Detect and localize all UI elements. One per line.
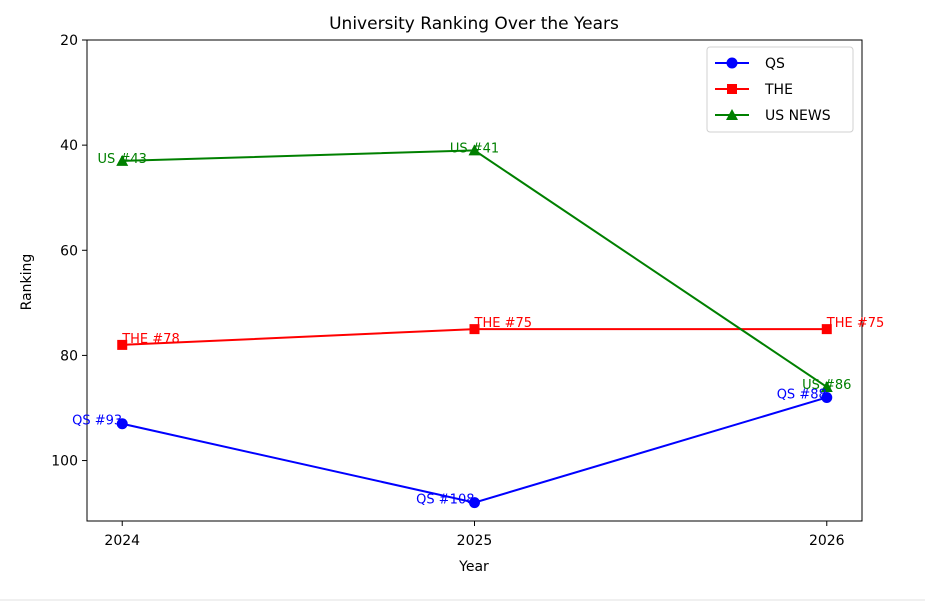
data-point-us-news xyxy=(468,144,481,156)
data-point-qs xyxy=(821,391,833,403)
y-tick-label: 20 xyxy=(60,33,78,49)
data-point-qs xyxy=(469,497,480,509)
chart-title: University Ranking Over the Years xyxy=(329,14,619,34)
data-label-qs: QS #108 xyxy=(416,493,474,508)
data-point-the xyxy=(469,324,480,335)
data-label-the: THE #75 xyxy=(826,316,885,331)
plot-area: 20 40 60 80 100 2024 2025 2026 QS #93 QS #108 QS #… xyxy=(51,33,884,549)
y-tick-label: 100 xyxy=(51,454,78,470)
legend: QS THE US NEWS xyxy=(706,46,854,133)
x-tick-label: 2024 xyxy=(104,533,140,549)
data-label-us-news: US #43 xyxy=(98,152,147,167)
legend-marker-us-news xyxy=(726,109,738,120)
data-point-qs xyxy=(116,418,128,430)
data-point-the xyxy=(117,339,128,350)
data-point-the xyxy=(821,324,832,335)
legend-label-the: THE xyxy=(764,82,793,98)
y-tick-label: 40 xyxy=(60,138,78,154)
data-label-the: THE #75 xyxy=(474,316,533,331)
legend-marker-qs xyxy=(726,57,738,69)
y-tick-label: 60 xyxy=(60,243,78,259)
legend-label-qs: QS xyxy=(765,56,785,72)
data-label-qs: QS #93 xyxy=(72,414,122,429)
series-line-us-news xyxy=(122,149,828,388)
bottom-divider xyxy=(0,599,925,601)
x-tick-label: 2026 xyxy=(809,533,845,549)
data-label-qs: QS #88 xyxy=(777,387,827,402)
y-axis-label: Ranking xyxy=(19,254,35,311)
data-point-us-news xyxy=(820,380,833,392)
x-axis-label: Year xyxy=(458,559,489,575)
legend-marker-the xyxy=(727,84,737,94)
data-label-us-news: US #86 xyxy=(802,378,851,393)
data-point-us-news xyxy=(116,154,129,166)
data-label-the: THE #78 xyxy=(121,332,179,347)
x-tick-label: 2025 xyxy=(457,533,493,549)
data-label-us-news: US #41 xyxy=(450,141,499,156)
legend-box xyxy=(706,46,854,133)
y-tick-label: 80 xyxy=(60,348,78,364)
series-line-qs xyxy=(122,396,828,504)
legend-label-us-news: US NEWS xyxy=(765,108,831,124)
